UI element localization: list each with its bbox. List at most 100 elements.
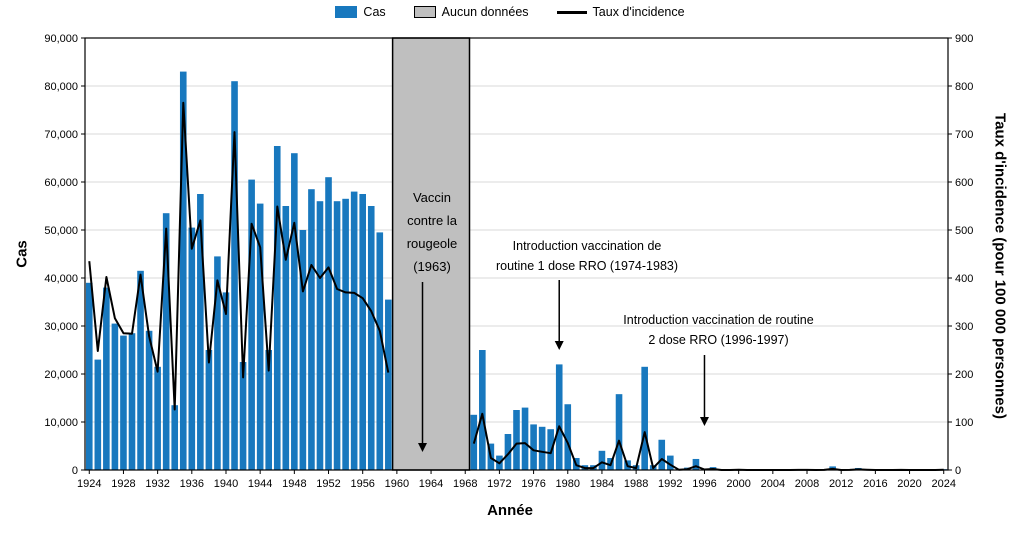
bar (265, 350, 273, 470)
rro2-annotation-line2: 2 dose RRO (1996-1997) (648, 333, 789, 347)
bar (555, 364, 563, 470)
y-right-tick-label: 100 (955, 417, 973, 429)
x-tick-label: 2008 (795, 478, 819, 490)
x-tick-label: 2012 (829, 478, 853, 490)
bar (171, 405, 179, 470)
bar (239, 362, 247, 470)
x-tick-label: 1968 (453, 478, 477, 490)
x-tick-label: 1956 (350, 478, 374, 490)
legend: Cas Aucun données Taux d'incidence (0, 5, 1020, 19)
bar (214, 256, 221, 470)
rro1-annotation: Introduction vaccination de routine 1 do… (467, 236, 707, 276)
y-right-tick-label: 600 (955, 177, 973, 189)
bar (256, 203, 264, 470)
x-tick-label: 1984 (590, 478, 614, 490)
rro2-annotation: Introduction vaccination de routine 2 do… (596, 310, 841, 350)
bar (154, 366, 161, 470)
bar (308, 189, 315, 470)
x-tick-label: 2024 (931, 478, 955, 490)
y-right-tick-label: 300 (955, 321, 973, 333)
bar (367, 206, 375, 470)
bar (564, 404, 572, 470)
bar (504, 434, 512, 470)
x-tick-label: 1960 (385, 478, 409, 490)
x-tick-label: 1988 (624, 478, 648, 490)
bar (145, 330, 153, 470)
x-tick-label: 1964 (419, 478, 443, 490)
bar (299, 230, 307, 470)
x-tick-label: 1992 (658, 478, 682, 490)
vaccine-annotation-line4: (1963) (413, 259, 451, 274)
rro1-annotation-line2: routine 1 dose RRO (1974-1983) (495, 259, 679, 273)
x-tick-label: 1936 (180, 478, 204, 490)
y-right-tick-label: 0 (955, 465, 961, 477)
y-left-tick-label: 20,000 (44, 369, 78, 381)
line-swatch (556, 10, 587, 14)
y-left-tick-label: 90,000 (44, 33, 78, 45)
legend-item-no-data: Aucun données (413, 5, 529, 19)
legend-label-cas: Cas (363, 5, 386, 19)
bar (350, 191, 358, 470)
y-right-tick-label: 900 (955, 33, 973, 45)
plot-border (84, 37, 949, 471)
bar (205, 350, 213, 470)
bar (615, 394, 623, 470)
bar (128, 333, 136, 470)
bar (291, 153, 298, 470)
x-tick-label: 1940 (214, 478, 238, 490)
y-left-tick-label: 80,000 (44, 81, 78, 93)
bar (479, 350, 486, 470)
bar (231, 81, 238, 470)
bar (598, 450, 606, 470)
rro2-annotation-line1: Introduction vaccination de routine (623, 313, 814, 327)
bar (273, 146, 281, 470)
bar (692, 458, 700, 470)
rro1-annotation-line1: Introduction vaccination de (512, 239, 662, 253)
y-left-tick-label: 60,000 (44, 177, 78, 189)
x-tick-label: 1976 (521, 478, 545, 490)
bar (641, 366, 648, 470)
x-tick-label: 1948 (282, 478, 306, 490)
bar (94, 359, 102, 470)
x-tick-label: 2020 (897, 478, 921, 490)
legend-item-taux: Taux d'incidence (556, 5, 685, 19)
x-tick-label: 1944 (248, 478, 272, 490)
y-right-tick-label: 500 (955, 225, 973, 237)
bar (111, 323, 119, 470)
bar (282, 206, 290, 470)
bar (162, 213, 170, 470)
cas-swatch (335, 6, 358, 18)
x-tick-label: 1924 (77, 478, 101, 490)
bar (103, 287, 110, 470)
bar (385, 299, 392, 470)
bar (658, 439, 666, 470)
y-right-tick-label: 700 (955, 129, 973, 141)
rro1-arrow-head (554, 341, 564, 350)
vaccine-annotation-line3: rougeole (406, 236, 458, 251)
bar (248, 179, 255, 470)
bar (530, 424, 537, 470)
bar (513, 410, 520, 470)
y-left-tick-label: 10,000 (44, 417, 78, 429)
vaccine-annotation-line2: contre la (407, 213, 457, 228)
bar (179, 71, 187, 470)
bar (222, 292, 230, 470)
bar (538, 426, 546, 470)
y-right-tick-label: 200 (955, 369, 973, 381)
rro2-arrow-head (699, 417, 709, 426)
legend-label-taux: Taux d'incidence (592, 5, 685, 19)
bar (85, 282, 93, 470)
x-tick-label: 1928 (111, 478, 135, 490)
y-right-axis-title: Taux d'incidence (pour 100 000 personnes… (991, 113, 1009, 419)
legend-item-cas: Cas (335, 5, 386, 19)
bar (120, 335, 127, 470)
x-axis-title: Année (487, 502, 533, 519)
y-left-tick-label: 30,000 (44, 321, 78, 333)
y-left-tick-label: 40,000 (44, 273, 78, 285)
bar (316, 201, 324, 470)
legend-label-no-data: Aucun données (441, 5, 529, 19)
x-tick-label: 1932 (145, 478, 169, 490)
x-tick-label: 1952 (316, 478, 340, 490)
bar (333, 201, 341, 470)
